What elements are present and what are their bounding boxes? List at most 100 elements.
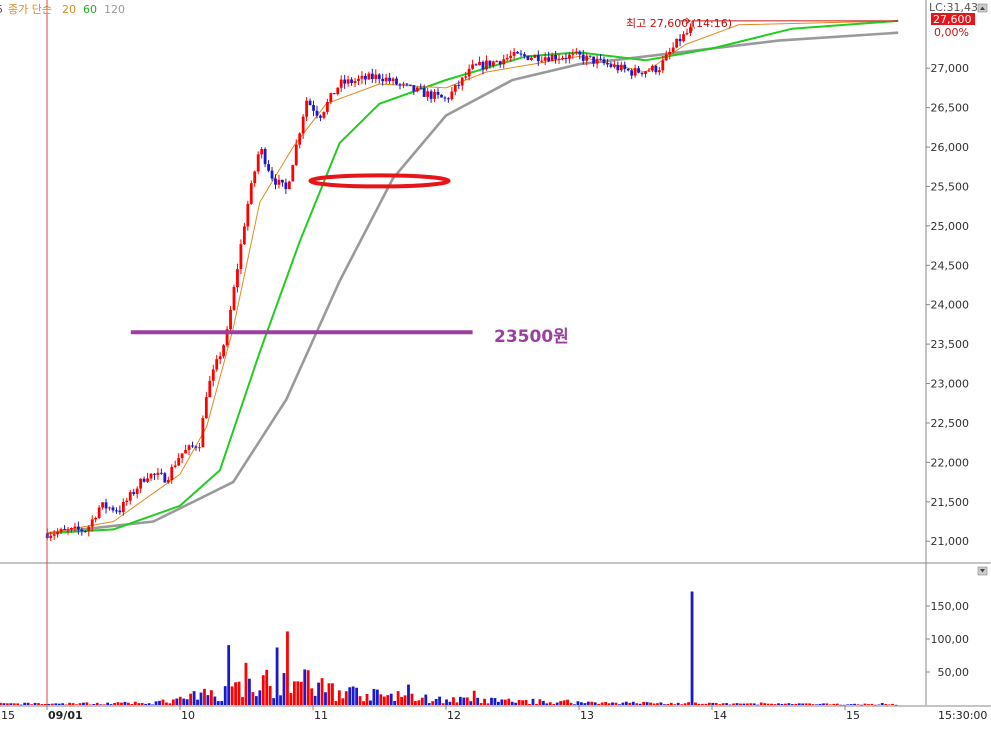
price-tick-label: 26,000 [931,141,970,154]
candle-body [637,68,640,73]
candle-body [166,480,170,483]
time-tick-label: 09/01 [48,709,83,722]
candle-body [609,64,613,67]
candle-body [405,83,409,85]
volume-bar [555,702,559,705]
candle-body [277,179,281,185]
candle-body [364,75,367,80]
candle-body [402,83,405,85]
candle-body [516,51,519,54]
price-tick-label: 26,500 [931,102,970,115]
volume-bar [469,701,473,705]
volume-bar [251,692,255,705]
volume-bar [711,702,715,705]
volume-bar [784,703,787,705]
legend-ma60: 60 [83,3,97,16]
volume-bar [196,699,199,705]
volume-bar [57,703,61,705]
volume-bar [790,704,794,705]
volume-bar [476,697,480,705]
candle-body [585,55,589,61]
volume-bar [313,695,317,705]
candle-body [339,79,343,88]
volume-bar [417,700,421,705]
candle-body [353,80,357,84]
candle-body [52,534,56,536]
volume-bar [839,704,843,706]
volume-bar [206,695,210,705]
candle-body [626,68,630,71]
volume-bar [828,704,832,705]
candle-body [412,85,416,92]
candle-body [453,84,457,92]
volume-bar [434,699,438,705]
volume-bar [171,699,175,705]
volume-bar [358,696,362,705]
volume-bar [497,701,500,705]
volume-bar [735,703,739,705]
price-tick-label: 24,500 [931,259,970,272]
volume-bar [299,681,303,705]
candle-body [519,53,523,55]
candle-body [651,65,654,71]
collapse-volume-icon[interactable] [977,566,988,576]
candle-body [70,528,73,530]
candle-body [156,472,160,475]
candle-body [654,65,658,73]
volume-bar [223,686,227,705]
candle-body [229,309,232,330]
volume-bar [579,702,583,705]
volume-bar [40,704,44,705]
volume-bar [317,682,320,705]
volume-bar [590,701,594,705]
volume-bar [448,701,452,705]
candle-body [267,164,270,171]
volume-bar [189,693,193,705]
volume-bar [441,703,445,705]
candle-body [547,57,551,61]
candle-body [374,74,378,79]
candle-body [56,531,60,535]
volume-bar [26,702,30,705]
volume-bar [714,703,718,705]
candle-body [422,88,426,97]
volume-bar [227,645,231,705]
time-tick-label: 15 [1,709,15,722]
volume-bar [680,704,684,705]
candle-body [391,78,395,82]
legend-left-fragment: 5 [0,3,3,16]
volume-bar [638,703,642,705]
volume-bar [535,703,538,705]
candle-body [291,165,295,182]
volume-bar [763,703,767,705]
ma60-line [46,19,899,535]
volume-bar [400,696,403,705]
volume-bar [801,703,805,705]
candle-body [619,64,623,71]
volume-bar [23,702,27,705]
candle-body [211,369,215,381]
volume-bar [95,702,99,705]
volume-bar [739,703,742,705]
candle-body [592,56,596,64]
volume-bar [279,695,282,705]
volume-bar [203,688,206,705]
candle-body [671,47,675,52]
volume-bar [742,703,746,705]
volume-bar [37,703,40,705]
candle-body [616,64,620,71]
candle-body [343,79,347,84]
candle-body [163,473,167,483]
candle-body [346,79,350,84]
candle-body [602,59,606,64]
candle-body [222,345,226,357]
candle-body [236,269,239,288]
candle-body [561,58,564,60]
collapse-price-icon[interactable] [977,3,988,13]
volume-bar [92,703,96,705]
candle-body [491,61,495,66]
volume-bar [158,700,161,705]
volume-bar [147,703,151,705]
candle-body [689,27,692,33]
